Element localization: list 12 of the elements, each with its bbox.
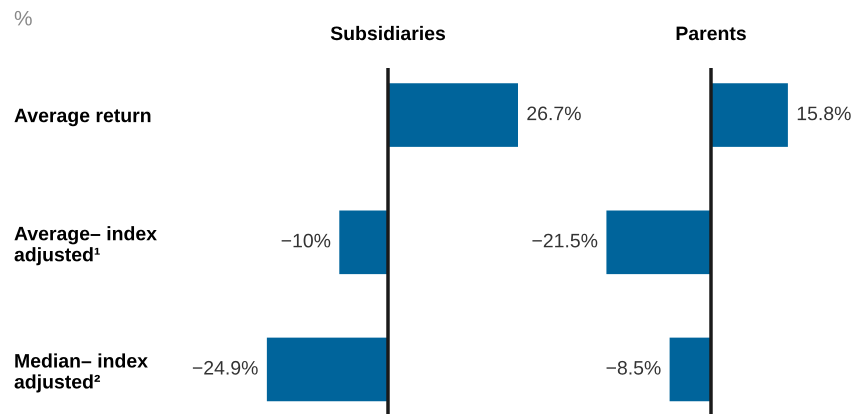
data-label: 15.8% [798, 106, 851, 120]
text: % [14, 10, 32, 26]
y-tick-label: Median– index adjusted² [14, 353, 148, 392]
y-tick-label: Average return [14, 108, 150, 126]
chart-title: Parents [676, 26, 746, 40]
data-label: −24.9% [192, 360, 258, 375]
chart-title: Subsidiaries [330, 26, 446, 40]
data-label: −10% [282, 234, 330, 248]
data-label: −21.5% [532, 234, 598, 248]
y-tick-label: Average– index adjusted¹ [14, 226, 157, 266]
data-label: 26.7% [527, 106, 581, 120]
data-label: −8.5% [606, 360, 661, 375]
